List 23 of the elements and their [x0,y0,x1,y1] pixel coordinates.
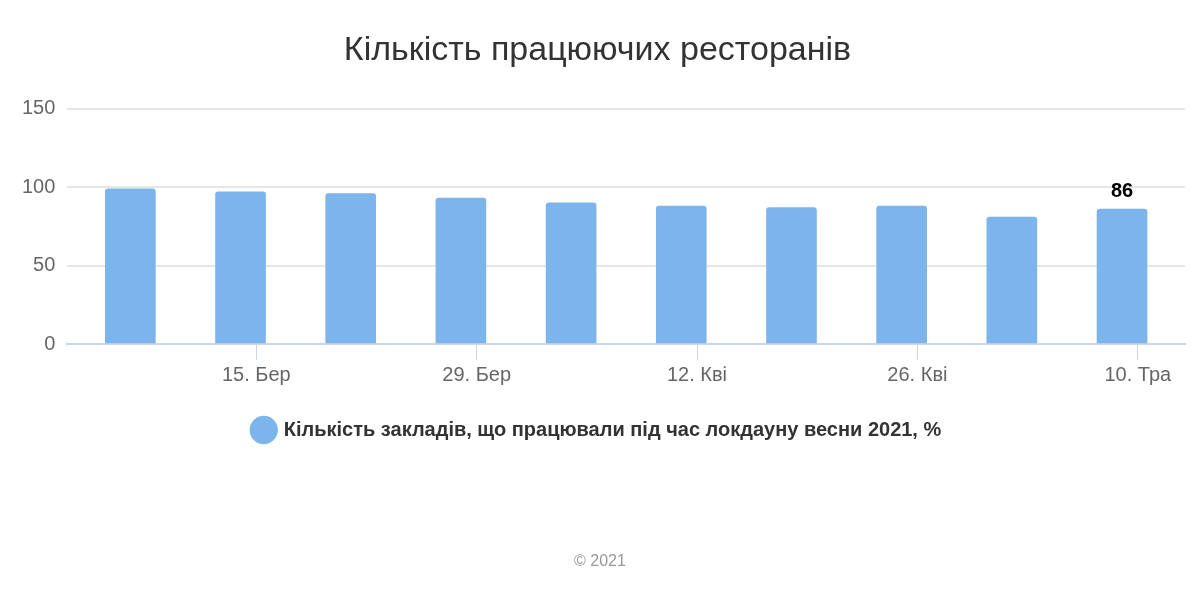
bar [545,202,597,344]
text: © 2021 [573,552,627,570]
y-tick-label: 0 [44,331,56,354]
bar [655,205,707,344]
bar [105,188,156,344]
bar [876,205,927,344]
chart-title: Кількість працюючих ресторанів [343,28,852,67]
x-tick-label: 12. Кві [666,362,728,385]
data-label: 86 [1110,178,1134,201]
x-tick-label: 26. Кві [887,362,948,385]
bar [986,216,1038,344]
y-tick-label: 150 [21,96,56,119]
bar [325,193,377,344]
y-tick-label: 100 [21,174,56,197]
legend-label: Кількість закладів, що працювали під час локдауну весни 2021, % [283,417,942,440]
x-tick-label: 29. Бер [442,362,512,385]
bar [766,207,817,344]
x-tick-label: 10. Тра [1104,362,1172,385]
y-tick-label: 50 [33,253,56,276]
bar [435,197,487,344]
bar [1096,208,1148,344]
bar [215,191,266,344]
x-tick-label: 15. Бер [221,362,291,385]
